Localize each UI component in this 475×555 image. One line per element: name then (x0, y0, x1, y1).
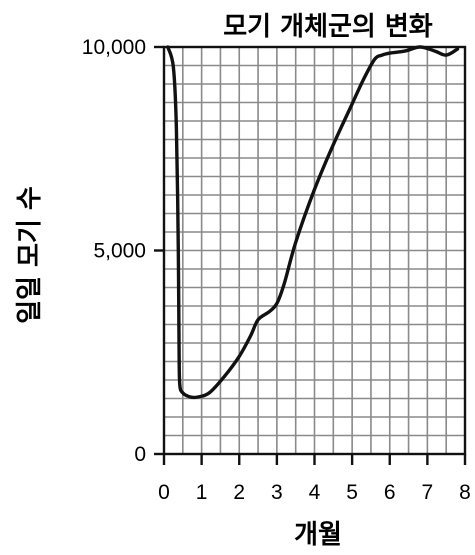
x-tick-label: 4 (309, 481, 321, 504)
x-tick-label: 5 (346, 481, 358, 504)
x-tick-label: 6 (384, 481, 396, 504)
chart-title: 모기 개체군의 변화 (223, 12, 433, 42)
x-tick-label: 3 (271, 481, 283, 504)
series (166, 45, 460, 400)
x-axis-ticks: 0 1 2 3 4 5 6 7 8 (158, 454, 471, 504)
y-axis-title: 일일 모기 수 (15, 186, 45, 324)
y-axis-ticks: 0 5,000 10,000 (82, 36, 164, 466)
y-tick-label: 0 (134, 443, 146, 466)
grid (164, 47, 465, 454)
x-tick-label: 0 (158, 481, 170, 504)
x-axis-title: 개월 (294, 520, 342, 550)
x-tick-label: 8 (459, 481, 471, 504)
x-tick-label: 1 (196, 481, 208, 504)
series-line (166, 45, 460, 400)
x-tick-label: 7 (422, 481, 434, 504)
y-tick-label: 10,000 (82, 36, 146, 59)
x-tick-label: 2 (233, 481, 245, 504)
y-tick-label: 5,000 (93, 240, 146, 263)
